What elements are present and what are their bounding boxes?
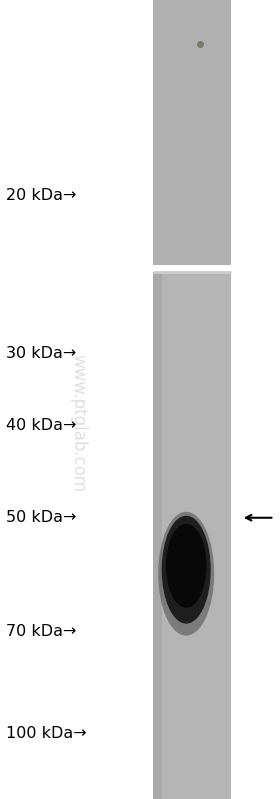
Text: www.ptglab.com: www.ptglab.com: [69, 355, 87, 492]
Text: 20 kDa→: 20 kDa→: [6, 189, 76, 203]
Text: 70 kDa→: 70 kDa→: [6, 624, 76, 638]
Text: 30 kDa→: 30 kDa→: [6, 346, 76, 360]
Bar: [153, 0, 231, 265]
Bar: [153, 272, 231, 799]
Ellipse shape: [158, 512, 214, 636]
Bar: [153, 272, 162, 799]
Text: 100 kDa→: 100 kDa→: [6, 726, 86, 741]
Ellipse shape: [166, 524, 206, 607]
Ellipse shape: [162, 516, 211, 623]
Text: 40 kDa→: 40 kDa→: [6, 418, 76, 432]
Text: 50 kDa→: 50 kDa→: [6, 511, 76, 525]
